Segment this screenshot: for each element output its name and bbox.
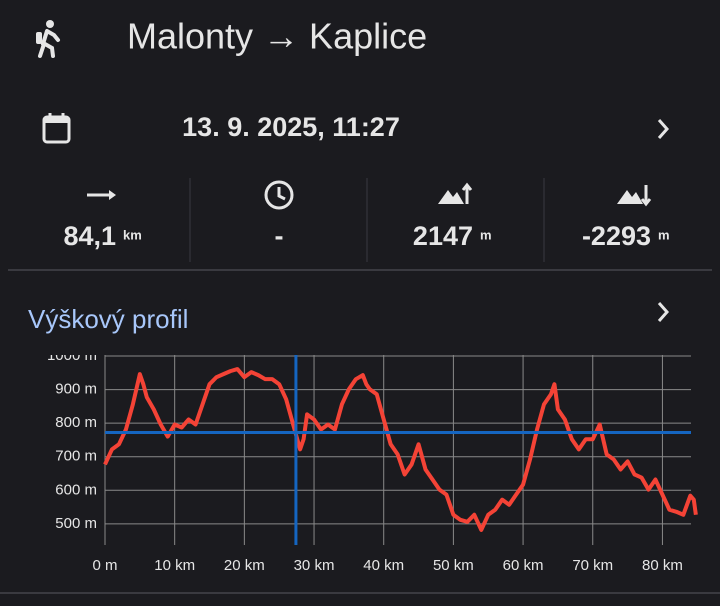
stat-value: 84,1 (63, 221, 116, 251)
elevation-chart: 500 m 600 m 700 m 800 m 900 m 1000 m 0 m 10 km 2… (47, 347, 698, 574)
calendar-icon (42, 113, 71, 144)
x-tick-label: 40 km (363, 557, 404, 574)
y-tick-label: 700 m (55, 448, 97, 465)
y-tick-label: 1000 m (47, 347, 97, 364)
x-tick-label: 80 km (642, 557, 683, 574)
route-title: Malonty → Kaplice (127, 16, 427, 57)
stat-value: 2147 (413, 221, 473, 251)
ascent-icon (438, 182, 473, 204)
elevation-line (103, 367, 698, 532)
chevron[interactable] (657, 302, 670, 322)
stats: 84,1 km - 2147 m -2293 m (63, 221, 669, 251)
stat-value: - (275, 221, 284, 251)
distance-icon (87, 190, 116, 200)
x-tick-label: 10 km (154, 557, 195, 574)
date-text[interactable]: 13. 9. 2025, 11:27 (182, 112, 400, 142)
section-title[interactable]: Výškový profil (28, 304, 188, 334)
y-tick-label: 900 m (55, 381, 97, 398)
x-tick-label: 70 km (572, 557, 613, 574)
descent-icon (617, 185, 652, 207)
chevron[interactable] (657, 119, 670, 139)
y-tick-label: 800 m (55, 414, 97, 431)
x-tick-label: 20 km (224, 557, 265, 574)
stat-unit: km (123, 227, 142, 242)
walk-icon (36, 20, 60, 58)
y-tick-label: 500 m (55, 515, 97, 532)
x-tick-label: 50 km (433, 557, 474, 574)
stat-unit: m (480, 227, 492, 242)
time-icon (264, 180, 294, 210)
y-tick-label: 600 m (55, 481, 97, 498)
x-tick-label: 0 m (92, 557, 117, 574)
stat-unit: m (658, 227, 670, 242)
x-tick-label: 30 km (294, 557, 335, 574)
x-tick-label: 60 km (503, 557, 544, 574)
stat-value: -2293 (582, 221, 651, 251)
